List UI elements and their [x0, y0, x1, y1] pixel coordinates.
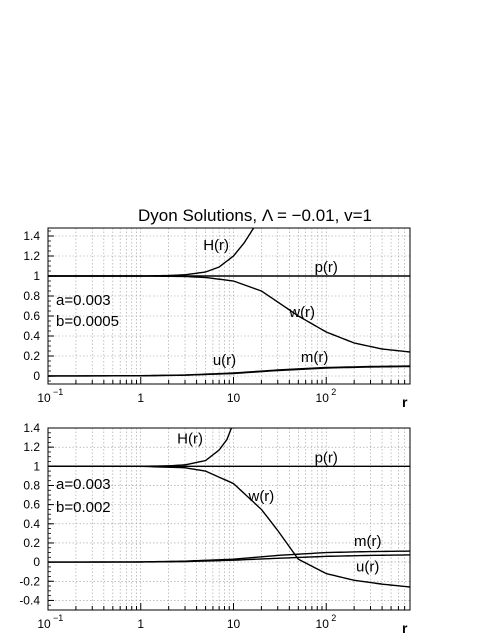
series-label-wr: w(r): [247, 488, 274, 505]
series-line-ur: [48, 554, 410, 563]
x-tick-label: 1: [137, 617, 144, 631]
y-tick-label: 1.4: [23, 421, 40, 435]
series-label-pr: p(r): [315, 259, 338, 276]
y-tick-label: 0.6: [23, 309, 40, 323]
parameter-label: a=0.003: [56, 476, 111, 493]
y-tick-label: 1.4: [23, 229, 40, 243]
x-tick-label: 1: [137, 391, 144, 405]
x-tick-label: 10: [316, 617, 330, 631]
y-tick-label: 0: [33, 555, 40, 569]
series-label-wr: w(r): [288, 304, 315, 321]
x-tick-label: 10: [227, 617, 241, 631]
y-tick-label: 0.4: [23, 329, 40, 343]
x-tick-exponent: 2: [331, 387, 336, 397]
x-tick-label: 10: [37, 617, 51, 631]
series-label-hr: H(r): [203, 237, 229, 254]
series-label-ur: u(r): [356, 559, 379, 576]
grid: [47, 427, 411, 610]
series-line-wr: [48, 465, 410, 588]
parameter-label: b=0.002: [56, 499, 111, 516]
y-tick-label: 0.6: [23, 498, 40, 512]
x-axis-label: r: [402, 394, 408, 410]
series-label-mr: m(r): [354, 533, 381, 550]
curves: [48, 228, 410, 377]
x-tick-exponent: −1: [53, 387, 63, 397]
series-label-ur: u(r): [213, 352, 236, 369]
x-axis-label: r: [402, 620, 408, 635]
y-tick-label: 1.2: [23, 249, 40, 263]
series-label-hr: H(r): [177, 430, 203, 447]
series-label-pr: p(r): [315, 449, 338, 466]
series-line-wr: [48, 275, 410, 353]
x-tick-label: 10: [316, 391, 330, 405]
parameter-label: a=0.003: [56, 292, 111, 309]
curves: [48, 428, 410, 588]
x-tick-exponent: −1: [53, 613, 63, 623]
chart-panel-2: -0.4-0.200.20.40.60.811.21.410 −1 1 10 10 2rH…: [19, 421, 411, 635]
y-tick-label: 0.8: [23, 478, 40, 492]
series-label-mr: m(r): [301, 349, 328, 366]
y-tick-label: 0.2: [23, 349, 40, 363]
series-line-mr: [48, 365, 410, 377]
y-tick-label: 1: [33, 459, 40, 473]
x-tick-label: 10: [37, 391, 51, 405]
x-tick-label: 10: [227, 391, 241, 405]
chart-title: Dyon Solutions, Λ = −0.01, v=1: [138, 206, 372, 225]
y-tick-label: -0.2: [19, 574, 40, 588]
y-tick-label: 0.8: [23, 289, 40, 303]
y-tick-label: 1.2: [23, 440, 40, 454]
x-tick-exponent: 2: [331, 613, 336, 623]
y-tick-label: 0.4: [23, 517, 40, 531]
y-tick-label: 0: [33, 369, 40, 383]
parameter-label: b=0.0005: [56, 313, 119, 330]
y-tick-label: 0.2: [23, 536, 40, 550]
chart-panel-1: 00.20.40.60.811.21.410 −1 1 10 10 2rH(r)p(r)w…: [23, 227, 411, 410]
y-tick-label: 1: [33, 269, 40, 283]
y-tick-label: -0.4: [19, 593, 40, 607]
